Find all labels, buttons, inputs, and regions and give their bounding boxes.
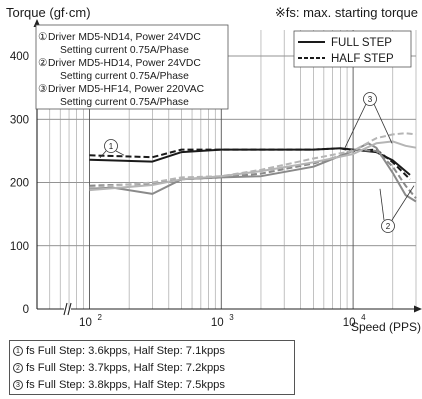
x-tick-exponent: 2: [97, 313, 102, 322]
drivers-info-frame: [35, 24, 229, 110]
axis-break-mark: [63, 302, 68, 316]
driver-1-marker: ①: [38, 32, 47, 43]
legend-half-step-label: HALF STEP: [331, 53, 394, 65]
fs-note-3-marker: 3: [13, 380, 23, 390]
annot-2-leader: [379, 188, 385, 221]
series-line-1: [89, 147, 411, 176]
series-line-2: [89, 147, 411, 181]
driver-3-line1: Driver MD5-HF14, Power 220VAC: [48, 84, 205, 95]
y-tick-label: 300: [10, 114, 29, 126]
driver-1-line1: Driver MD5-ND14, Power 24VDC: [48, 32, 201, 43]
annotations: 1 3 2: [99, 92, 415, 233]
legend: FULL STEP HALF STEP: [293, 30, 412, 68]
legend-full-step-label: FULL STEP: [331, 37, 392, 49]
series-layer: [89, 132, 417, 203]
annot-2-leader: [391, 185, 415, 221]
driver-2-line2: Setting current 0.75A/Phase: [60, 71, 189, 82]
annot-3-leader: [373, 103, 393, 144]
driver-3-marker: ③: [38, 84, 47, 95]
x-axis-label: Speed (PPS): [351, 320, 421, 334]
driver-1-line2: Setting current 0.75A/Phase: [60, 45, 189, 56]
x-tick-exponent: 4: [361, 313, 366, 322]
fs-note-3: 3 fs Full Step: 3.8kpps, Half Step: 7.5kp…: [13, 377, 294, 394]
annot-2-circle: [381, 219, 395, 233]
annot-1-label: 1: [109, 142, 114, 151]
annot-1-circle: [104, 139, 118, 153]
y-axis-label: Torque (gf·cm): [6, 5, 91, 20]
y-tick-label: 400: [10, 51, 29, 63]
fs-note-2-marker: 2: [13, 363, 23, 373]
drivers-info-box: ① Driver MD5-ND14, Power 24VDC Setting c…: [35, 24, 229, 110]
chart-note: ※fs: max. starting torque: [275, 5, 418, 20]
fs-note-1-text: fs Full Step: 3.6kpps, Half Step: 7.1kpp…: [26, 345, 225, 357]
annot-1-leader: [99, 150, 107, 158]
fs-note-1-marker: 1: [13, 346, 23, 356]
annot-3-label: 3: [368, 95, 373, 104]
x-axis-arrow: [414, 305, 422, 313]
fs-note-2: 2 fs Full Step: 3.7kpps, Half Step: 7.2kp…: [13, 360, 294, 377]
y-tick-label: 200: [10, 178, 29, 190]
series-line-3: [89, 142, 417, 203]
series-line-5: [89, 140, 417, 192]
y-tick-label: 0: [23, 304, 29, 316]
x-tick-label: 10: [211, 317, 224, 329]
annot-2-label: 2: [386, 222, 391, 231]
x-tick-exponent: 3: [229, 313, 234, 322]
fs-note-1: 1 fs Full Step: 3.6kpps, Half Step: 7.1kp…: [13, 343, 294, 360]
fs-notes-box: 1 fs Full Step: 3.6kpps, Half Step: 7.1kp…: [9, 340, 295, 395]
driver-3-line2: Setting current 0.75A/Phase: [60, 97, 189, 108]
legend-frame: [293, 30, 412, 68]
fs-note-2-text: fs Full Step: 3.7kpps, Half Step: 7.2kpp…: [26, 362, 225, 374]
x-tick-label: 10: [343, 317, 356, 329]
x-tick-label: 10: [79, 317, 92, 329]
annot-3-leader: [344, 103, 367, 148]
driver-2-line1: Driver MD5-HD14, Power 24VDC: [48, 58, 201, 69]
annot-3-circle: [363, 92, 377, 106]
axes: 0 100 200 300 400 10 2 10 3 10 4: [10, 19, 422, 329]
annot-1-leader: [115, 150, 125, 156]
driver-2-marker: ②: [38, 58, 47, 69]
series-line-6: [89, 132, 417, 189]
y-tick-label: 100: [10, 241, 29, 253]
fs-note-3-text: fs Full Step: 3.8kpps, Half Step: 7.5kpp…: [26, 379, 225, 391]
axis-break-mark: [67, 302, 72, 316]
